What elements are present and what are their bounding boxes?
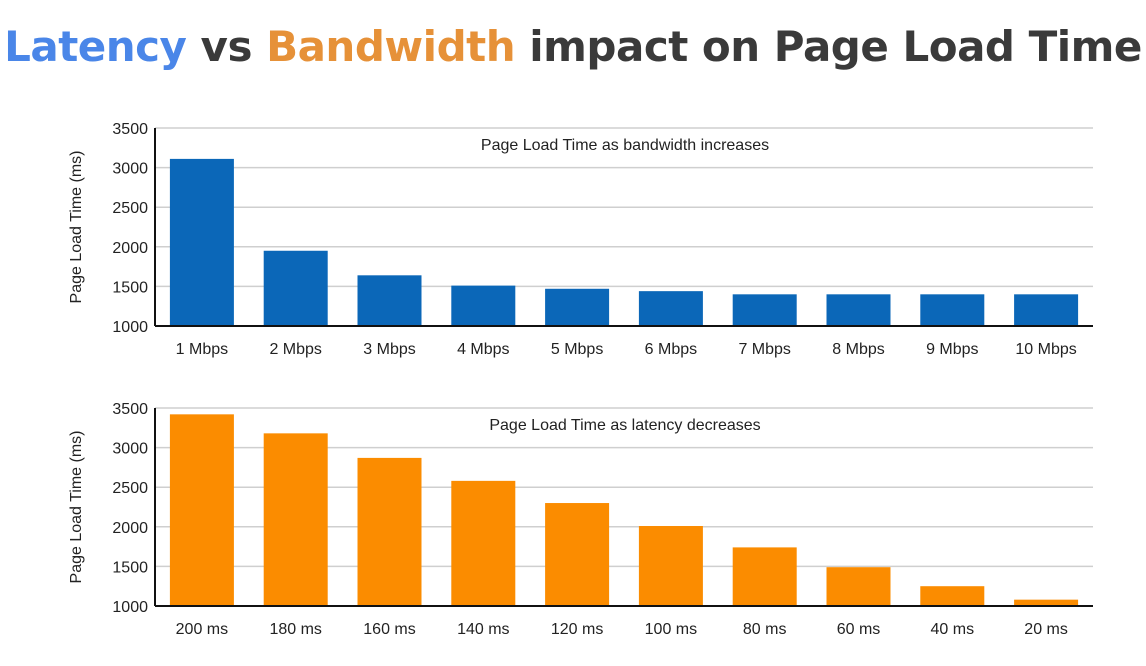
bandwidth-xtick-label: 7 Mbps [738,341,790,358]
bandwidth-chart: 1000 1500 2000 2500 3000 3500 1 Mbps 2 Mbps 3 Mb… [68,121,1093,358]
latency-ytick-label: 2000 [112,520,148,537]
bandwidth-chart-title: Page Load Time as bandwidth increases [481,137,769,154]
bandwidth-ytick-label: 1000 [112,319,148,336]
bandwidth-bar [357,275,422,326]
latency-chart: 1000 1500 2000 2500 3000 3500 200 ms 180 ms 160 … [68,401,1093,638]
latency-xtick-label: 20 ms [1024,621,1068,638]
bandwidth-ytick-label: 2500 [112,200,148,217]
bandwidth-xtick-label: 9 Mbps [926,341,978,358]
bandwidth-ytick-label: 1500 [112,279,148,296]
latency-bar [451,480,516,606]
bandwidth-xtick-label: 2 Mbps [269,341,321,358]
latency-bar [357,457,422,606]
bandwidth-bar [732,294,797,326]
latency-bar [545,503,610,606]
latency-xtick-label: 80 ms [743,621,787,638]
bandwidth-bar [638,291,703,326]
bandwidth-xtick-label: 5 Mbps [551,341,603,358]
bandwidth-bar [920,294,985,326]
latency-y-axis-label: Page Load Time (ms) [68,431,85,584]
latency-xtick-label: 60 ms [837,621,881,638]
bandwidth-xtick-label: 4 Mbps [457,341,509,358]
bandwidth-xtick-label: 10 Mbps [1015,341,1076,358]
bandwidth-bar [169,158,234,326]
latency-xtick-label: 160 ms [363,621,415,638]
latency-bar [263,433,328,606]
latency-ytick-label: 3500 [112,401,148,418]
latency-bar [638,526,703,606]
latency-xtick-label: 180 ms [269,621,321,638]
title-vs: vs [186,22,267,71]
latency-ytick-label: 1000 [112,599,148,616]
bandwidth-xtick-label: 3 Mbps [363,341,415,358]
latency-ytick-label: 3000 [112,441,148,458]
bandwidth-xtick-label: 1 Mbps [176,341,228,358]
latency-xtick-label: 40 ms [931,621,975,638]
latency-bar [826,567,891,606]
latency-bar [732,547,797,606]
latency-xtick-label: 140 ms [457,621,509,638]
bandwidth-y-axis-label: Page Load Time (ms) [68,151,85,304]
bandwidth-bar [1014,294,1079,326]
latency-ytick-label: 2500 [112,480,148,497]
latency-bar [169,414,234,606]
title-bandwidth: Bandwidth [266,22,516,71]
bandwidth-ytick-label: 3000 [112,161,148,178]
title-latency: Latency [4,22,187,71]
latency-chart-title: Page Load Time as latency decreases [489,417,760,434]
latency-ytick-label: 1500 [112,559,148,576]
bandwidth-bar [545,288,610,326]
title-rest: impact on Page Load Time [515,22,1142,71]
bandwidth-ytick-label: 2000 [112,240,148,257]
bandwidth-bar [263,250,328,326]
page-title: Latency vs Bandwidth impact on Page Load… [0,22,1146,71]
bandwidth-ytick-label: 3500 [112,121,148,138]
bandwidth-xtick-label: 6 Mbps [645,341,697,358]
bandwidth-bar [451,285,516,326]
latency-bar [1014,599,1079,606]
latency-bar [920,586,985,606]
bandwidth-xtick-label: 8 Mbps [832,341,884,358]
latency-xtick-label: 120 ms [551,621,603,638]
bandwidth-bar [826,294,891,326]
latency-xtick-label: 200 ms [176,621,228,638]
latency-xtick-label: 100 ms [645,621,697,638]
